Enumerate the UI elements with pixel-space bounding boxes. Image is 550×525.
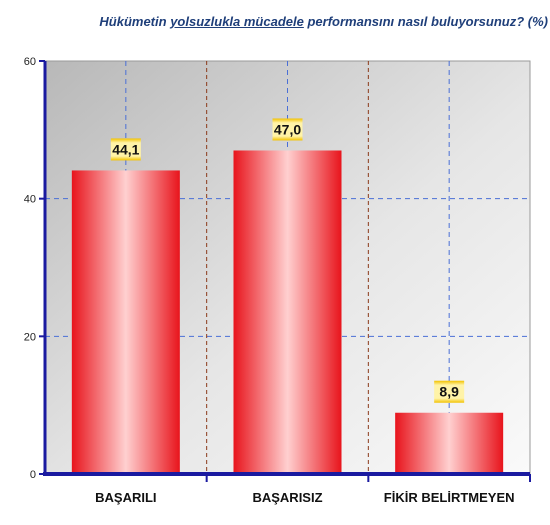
- labels-layer: 44,1 47,0 8,9: [110, 118, 465, 403]
- chart-title: Hükümetin yolsuzlukla mücadele performan…: [0, 14, 548, 29]
- bar: [233, 150, 342, 474]
- data-label-box: [272, 118, 303, 141]
- data-label-box: [110, 138, 141, 161]
- y-tick-label: 40: [24, 194, 36, 206]
- chart-title-part1: Hükümetin: [99, 14, 171, 29]
- y-tick-label: 20: [24, 331, 36, 343]
- x-tick-label: FİKİR BELİRTMEYEN: [384, 490, 515, 505]
- y-tick-label: 0: [30, 469, 36, 481]
- y-tick-label: 60: [24, 56, 36, 68]
- chart-title-part2: performansını nasıl buluyorsunuz? (%): [303, 14, 548, 29]
- bar: [71, 170, 180, 474]
- data-label: 44,1: [112, 141, 139, 157]
- axes-layer: 0 20 40 60 BAŞARILI BAŞARISIZ FİKİR BELİRTMEYE…: [24, 56, 531, 505]
- chart-title-underlined: yolsuzlukla mücadele: [170, 14, 304, 29]
- x-tick-label: BAŞARILI: [95, 490, 156, 505]
- x-tick-label: BAŞARISIZ: [252, 490, 322, 505]
- bars-layer: [71, 150, 504, 474]
- data-label: 47,0: [274, 121, 301, 137]
- data-label: 8,9: [439, 384, 459, 400]
- bar: [395, 412, 504, 474]
- data-label-box: [434, 380, 465, 403]
